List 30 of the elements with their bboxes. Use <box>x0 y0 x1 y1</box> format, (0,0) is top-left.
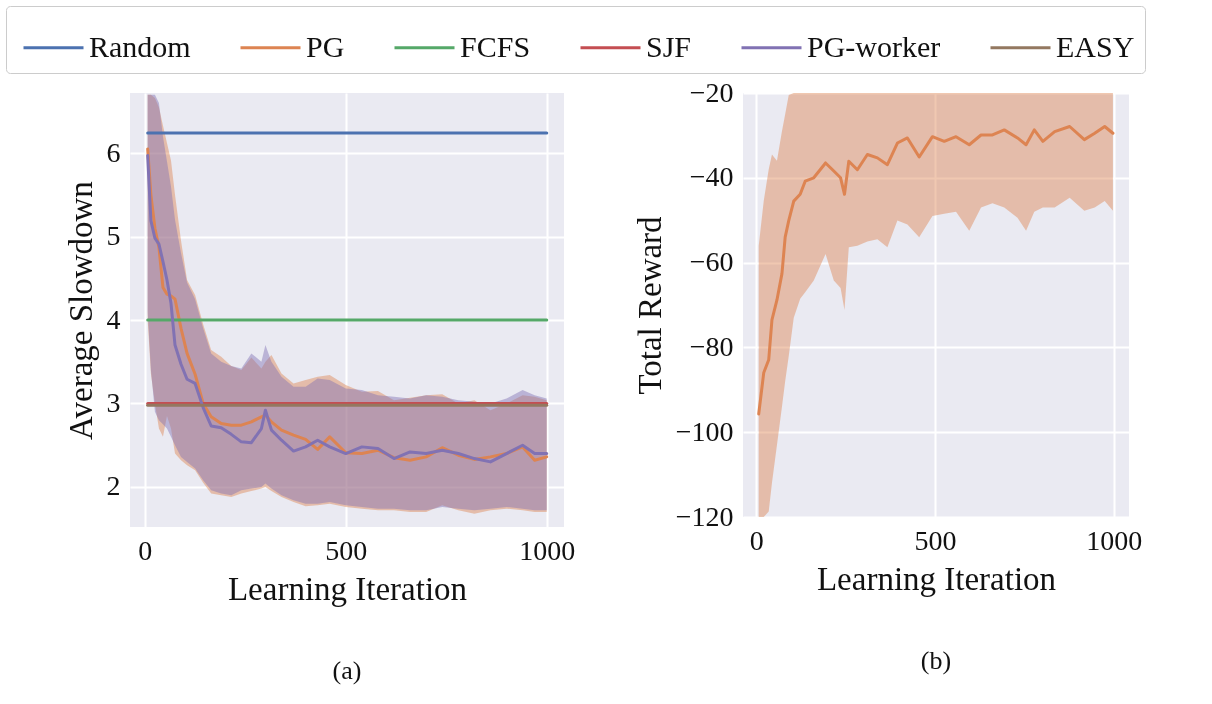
x-axis-title: Learning Iteration <box>227 570 468 607</box>
y-tick-label: 6 <box>106 136 121 168</box>
y-axis-title: Average Slowdown <box>62 181 99 440</box>
y-axis-title: Total Reward <box>631 215 668 395</box>
x-axis-title: Learning Iteration <box>816 560 1057 597</box>
line-series <box>757 125 1115 416</box>
y-tick-label: −60 <box>689 246 734 278</box>
x-tick-label: 0 <box>138 534 153 566</box>
y-tick-label: −120 <box>675 500 734 532</box>
legend-label: FCFS <box>460 29 531 63</box>
legend-label: EASY <box>1056 29 1135 63</box>
x-tick-label: 0 <box>749 524 764 556</box>
y-tick-label: −20 <box>689 76 734 108</box>
y-tick-label: 5 <box>106 220 121 252</box>
x-tick-label: 500 <box>325 534 368 566</box>
text: (b) <box>920 646 952 675</box>
legend-label: PG-worker <box>807 29 941 63</box>
y-tick-label: −40 <box>689 161 734 193</box>
y-tick-label: 3 <box>106 386 121 418</box>
legend-label: SJF <box>646 29 692 63</box>
legend-label: PG <box>306 29 345 63</box>
y-tick-label: −80 <box>689 330 734 362</box>
text: (a) <box>332 656 362 685</box>
x-tick-label: 1000 <box>519 534 576 566</box>
y-tick-label: 4 <box>106 303 121 335</box>
x-tick-label: 500 <box>914 524 957 556</box>
y-tick-label: −100 <box>675 415 734 447</box>
legend-label: Random <box>89 29 191 63</box>
y-tick-label: 2 <box>106 470 121 502</box>
x-tick-label: 1000 <box>1086 524 1143 556</box>
